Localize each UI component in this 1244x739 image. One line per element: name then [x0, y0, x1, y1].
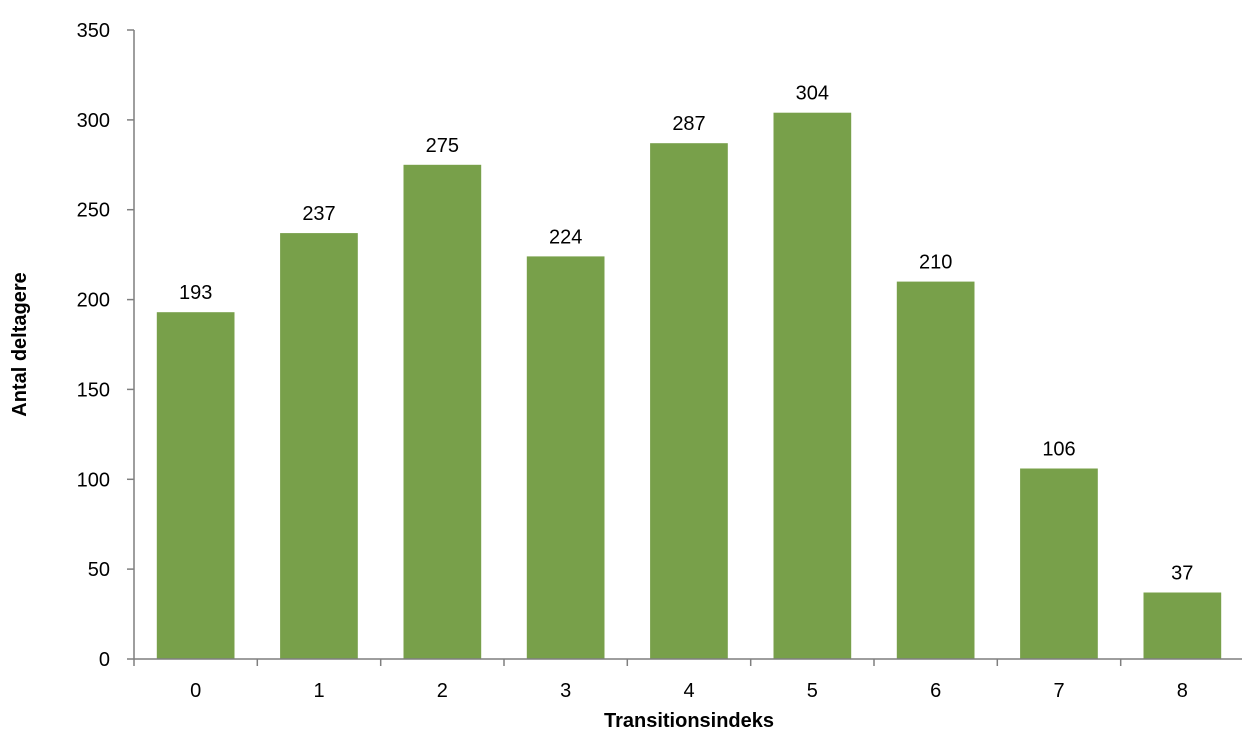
- bar-3: [526, 256, 605, 659]
- bar-0: [156, 312, 235, 659]
- y-tick-label-300: 300: [77, 110, 110, 132]
- data-label-0: 193: [179, 282, 212, 304]
- y-tick-label-150: 150: [77, 379, 110, 401]
- y-tick-label-50: 50: [88, 559, 110, 581]
- x-tick-label-7: 7: [1053, 680, 1064, 702]
- x-tick-label-6: 6: [930, 680, 941, 702]
- bar-8: [1143, 592, 1222, 659]
- bar-2: [403, 164, 482, 660]
- data-label-4: 287: [672, 113, 705, 135]
- x-ticks-layer: 0 1 2 3 4 5 6 7 8: [133, 659, 1188, 702]
- x-tick-label-5: 5: [807, 680, 818, 702]
- y-ticks-layer: 0 50 100 150 200 250 300 350: [77, 20, 134, 671]
- data-label-3: 224: [549, 226, 582, 248]
- x-tick-label-3: 3: [560, 680, 571, 702]
- y-tick-label-0: 0: [99, 649, 110, 671]
- data-label-2: 275: [426, 135, 459, 157]
- bar-5: [773, 112, 852, 659]
- y-axis-title: Antal deltagere: [9, 272, 31, 416]
- bar-1: [280, 233, 358, 659]
- bar-6: [896, 281, 975, 659]
- x-tick-label-1: 1: [313, 680, 324, 702]
- bars-layer: [156, 112, 1222, 660]
- bar-7: [1020, 468, 1098, 659]
- y-tick-label-200: 200: [77, 290, 110, 312]
- data-label-1: 237: [302, 203, 335, 225]
- x-tick-label-0: 0: [190, 680, 201, 702]
- x-tick-label-8: 8: [1177, 680, 1188, 702]
- x-tick-label-4: 4: [683, 680, 694, 702]
- y-tick-label-350: 350: [77, 20, 110, 42]
- x-axis-title: Transitionsindeks: [604, 710, 774, 732]
- x-tick-label-2: 2: [437, 680, 448, 702]
- y-tick-label-250: 250: [77, 200, 110, 222]
- data-labels-layer: 193 237 275 224 287 304 210 106 37: [179, 83, 1193, 585]
- data-label-5: 304: [796, 83, 829, 105]
- data-label-7: 106: [1042, 439, 1075, 461]
- axes-layer: [133, 30, 1242, 660]
- y-tick-label-100: 100: [77, 469, 110, 491]
- data-label-8: 37: [1171, 563, 1193, 585]
- data-label-6: 210: [919, 252, 952, 274]
- bar-4: [650, 143, 728, 659]
